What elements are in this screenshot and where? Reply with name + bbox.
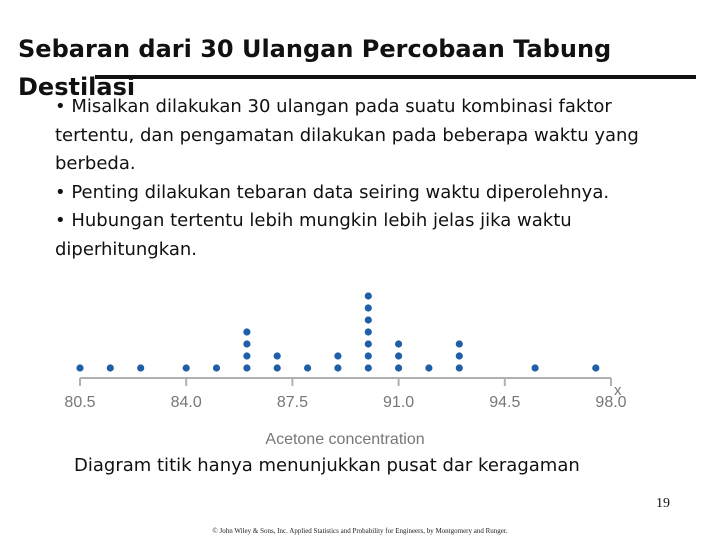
data-dot [364, 352, 372, 360]
data-dot [243, 328, 251, 336]
data-dot [395, 352, 403, 360]
data-dot [137, 364, 145, 372]
x-tick-label: 84.0 [171, 394, 202, 411]
data-dot [76, 364, 84, 372]
data-dot [273, 364, 281, 372]
dot-plot: 80.5 84.0 87.5 91.0 94.5 98.0 x Acetone conce… [64, 292, 627, 448]
data-dot [364, 316, 372, 324]
x-axis-label: Acetone concentration [265, 431, 424, 448]
data-dot [106, 364, 114, 372]
data-dot [243, 340, 251, 348]
bullet-item: • Penting dilakukan tebaran data seiring… [55, 181, 610, 203]
tick-layer: 80.5 84.0 87.5 91.0 94.5 98.0 [64, 378, 627, 411]
data-dot [364, 292, 372, 300]
x-tick-label: 87.5 [277, 394, 308, 411]
copyright-footer: © John Wiley & Sons, Inc. Applied Statis… [212, 527, 508, 535]
data-dot [304, 364, 312, 372]
x-tick-label: 98.0 [595, 394, 626, 411]
bullet-item: • Hubungan tertentu lebih mungkin lebih … [55, 210, 572, 260]
data-dot [455, 352, 463, 360]
bullet-list: • Misalkan dilakukan 30 ulangan pada sua… [55, 93, 695, 264]
data-dot [334, 364, 342, 372]
data-dot [243, 364, 251, 372]
data-dot [364, 364, 372, 372]
data-dot [425, 364, 433, 372]
data-dot [364, 328, 372, 336]
page-number: 19 [656, 496, 670, 511]
data-dot [212, 364, 221, 372]
data-dot [364, 304, 372, 312]
data-dot [243, 352, 251, 360]
data-dot [182, 364, 190, 372]
chart-caption: Diagram titik hanya menunjukkan pusat da… [74, 455, 580, 476]
data-dot [592, 364, 600, 372]
data-dot [531, 364, 539, 372]
dot-layer [76, 292, 600, 372]
axis-symbol: x [614, 382, 622, 399]
data-dot [455, 340, 463, 348]
x-tick-label: 80.5 [64, 394, 95, 411]
data-dot [395, 364, 403, 372]
data-dot [395, 340, 403, 348]
x-tick-label: 91.0 [383, 394, 414, 411]
title-underline [95, 75, 696, 79]
data-dot [334, 352, 342, 360]
bullet-item: • Misalkan dilakukan 30 ulangan pada sua… [55, 96, 639, 174]
data-dot [273, 352, 281, 360]
data-dot [364, 340, 372, 348]
data-dot [455, 364, 463, 372]
x-tick-label: 94.5 [489, 394, 520, 411]
